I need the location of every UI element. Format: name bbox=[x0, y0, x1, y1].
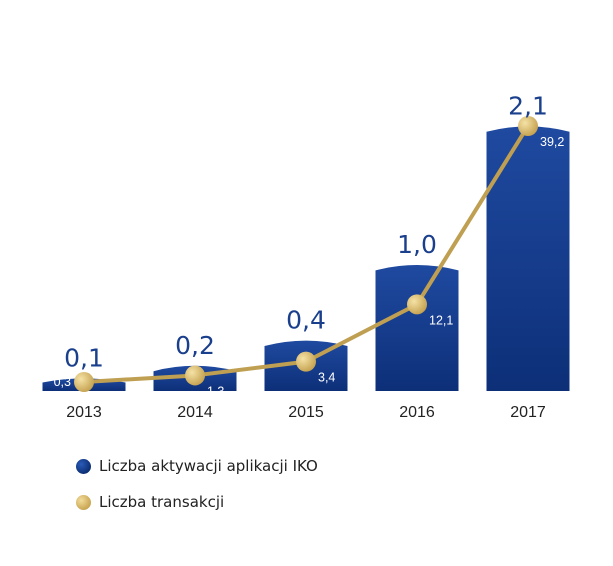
bar-2017 bbox=[486, 126, 570, 392]
legend-marker-bars bbox=[76, 458, 91, 474]
transactions-value-label-2016: 12,1 bbox=[429, 313, 453, 327]
bars-layer bbox=[42, 126, 570, 392]
transactions-value-label-2014: 1,3 bbox=[207, 384, 224, 398]
transactions-point-2017 bbox=[518, 116, 538, 136]
x-tick-2015: 2015 bbox=[288, 404, 324, 421]
line-layer bbox=[74, 116, 538, 393]
bar-value-label-2015: 0,4 bbox=[286, 306, 326, 335]
legend-item-transactions: Liczba transakcji bbox=[76, 484, 318, 520]
x-tick-2016: 2016 bbox=[399, 404, 435, 421]
bar-value-label-2016: 1,0 bbox=[397, 230, 437, 259]
x-tick-2017: 2017 bbox=[510, 404, 546, 421]
bar-value-label-2017: 2,1 bbox=[508, 91, 548, 120]
legend: Liczba aktywacji aplikacji IKO Liczba tr… bbox=[76, 448, 318, 520]
legend-label-activations: Liczba aktywacji aplikacji IKO bbox=[99, 457, 318, 475]
labels-layer: 0,1 2013 0,2 2014 0,4 2015 1,0 2016 2,1 2017 0,3 1,… bbox=[54, 91, 565, 421]
x-tick-2014: 2014 bbox=[177, 404, 213, 421]
transactions-value-label-2017: 39,2 bbox=[540, 135, 564, 149]
transactions-point-2015 bbox=[296, 351, 316, 372]
legend-label-transactions: Liczba transakcji bbox=[99, 493, 225, 511]
transactions-point-2014 bbox=[185, 365, 205, 386]
x-tick-2013: 2013 bbox=[66, 404, 102, 421]
transactions-value-label-2015: 3,4 bbox=[318, 371, 335, 385]
transactions-point-2016 bbox=[407, 294, 427, 315]
legend-marker-line bbox=[76, 494, 91, 510]
transactions-point-2013 bbox=[74, 372, 94, 393]
legend-item-activations: Liczba aktywacji aplikacji IKO bbox=[76, 448, 318, 484]
bar-2016 bbox=[375, 265, 459, 391]
bar-value-label-2014: 0,2 bbox=[175, 331, 215, 360]
transactions-value-label-2013: 0,3 bbox=[54, 375, 71, 389]
bar-value-label-2013: 0,1 bbox=[64, 343, 104, 372]
